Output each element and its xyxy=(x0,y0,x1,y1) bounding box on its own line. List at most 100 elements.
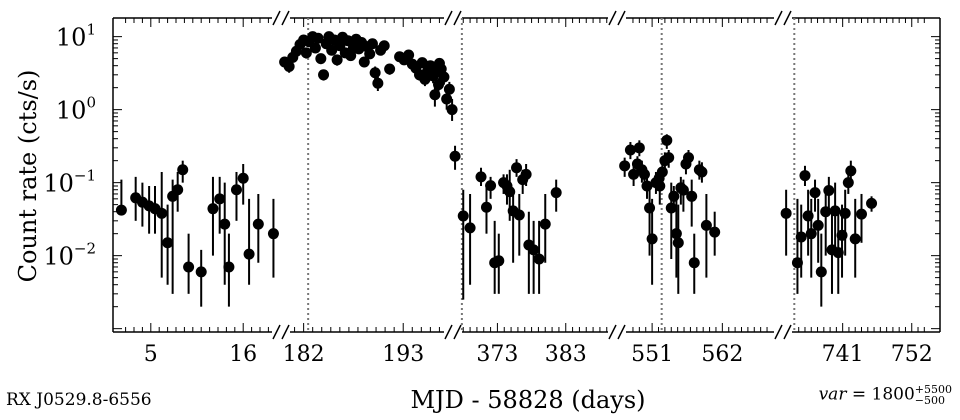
data-marker xyxy=(686,190,698,202)
data-point xyxy=(550,179,562,212)
data-marker xyxy=(207,203,219,215)
data-point xyxy=(449,145,461,170)
data-point xyxy=(438,70,450,85)
data-marker xyxy=(243,248,255,260)
data-point xyxy=(358,56,370,68)
data-marker xyxy=(661,134,673,146)
data-point xyxy=(672,204,684,294)
axis-break-slash xyxy=(774,10,783,26)
data-marker xyxy=(403,49,415,61)
data-marker xyxy=(464,222,476,234)
data-marker xyxy=(677,184,689,196)
data-point xyxy=(628,165,640,186)
x-axis-label: MJD - 58828 (days) xyxy=(410,386,645,414)
data-marker xyxy=(696,166,708,178)
data-point xyxy=(513,193,525,256)
axis-break-slash xyxy=(783,10,792,26)
data-point xyxy=(663,150,675,168)
data-marker xyxy=(214,193,226,205)
data-marker xyxy=(646,233,658,245)
data-point xyxy=(485,176,497,199)
data-marker xyxy=(485,180,497,192)
data-marker xyxy=(475,171,487,183)
data-marker xyxy=(177,164,189,176)
source-name: RX J0529.8-6556 xyxy=(6,390,152,410)
data-marker xyxy=(156,207,168,219)
data-point xyxy=(686,179,698,227)
data-marker xyxy=(511,162,523,174)
data-point xyxy=(528,220,540,294)
data-point xyxy=(433,57,445,70)
data-point xyxy=(633,140,645,157)
data-point xyxy=(809,179,821,212)
data-marker xyxy=(513,209,525,221)
data-marker xyxy=(331,54,343,66)
axis-break-gap xyxy=(608,15,626,21)
var-value: 1800 xyxy=(871,384,915,405)
data-point xyxy=(369,66,381,81)
data-point xyxy=(683,150,695,168)
x-tick-label: 752 xyxy=(891,342,933,367)
data-point xyxy=(446,98,458,121)
data-point xyxy=(709,211,721,256)
data-marker xyxy=(364,48,376,60)
data-marker xyxy=(624,144,636,156)
data-point xyxy=(167,179,179,294)
data-marker xyxy=(369,67,381,79)
data-marker xyxy=(237,172,249,184)
data-point xyxy=(849,198,861,278)
x-tick-label: 373 xyxy=(476,342,518,367)
y-tick-label: 100 xyxy=(56,94,96,125)
data-marker xyxy=(223,261,235,273)
x-tick-label: 562 xyxy=(701,342,743,367)
axis-break-gap xyxy=(774,329,792,335)
data-point xyxy=(533,220,545,294)
data-marker xyxy=(628,168,640,180)
data-point xyxy=(866,196,878,212)
data-marker xyxy=(550,187,562,199)
data-point xyxy=(624,142,636,160)
data-point xyxy=(661,134,673,149)
data-point xyxy=(696,162,708,183)
axis-break-slash xyxy=(272,10,281,26)
data-marker xyxy=(856,208,867,220)
data-marker xyxy=(633,142,645,154)
data-marker xyxy=(812,219,824,231)
data-point xyxy=(237,164,249,205)
data-marker xyxy=(183,261,195,273)
data-marker xyxy=(300,47,312,59)
data-point xyxy=(799,165,811,186)
axis-break-slash xyxy=(281,324,290,340)
data-point xyxy=(823,176,835,212)
data-point xyxy=(839,189,851,256)
data-point xyxy=(493,233,505,294)
data-marker xyxy=(309,42,321,54)
data-point xyxy=(223,233,235,307)
axis-break-slash xyxy=(774,324,783,340)
data-point xyxy=(283,60,295,73)
data-point xyxy=(646,198,658,285)
data-point xyxy=(331,54,343,66)
data-point xyxy=(403,49,415,61)
data-point xyxy=(856,193,867,243)
data-marker xyxy=(672,237,684,249)
axis-break-slash xyxy=(617,324,626,340)
data-marker xyxy=(668,190,680,202)
data-point xyxy=(832,211,844,294)
data-marker xyxy=(441,93,453,105)
var-plus: +5500 xyxy=(914,383,952,396)
data-marker xyxy=(172,184,184,196)
x-tick-label: 551 xyxy=(631,342,673,367)
var-errors: +5500 −500 xyxy=(915,384,952,406)
data-point xyxy=(156,171,168,278)
data-point xyxy=(429,86,441,107)
data-point xyxy=(252,193,264,263)
data-point xyxy=(677,179,689,212)
data-point xyxy=(207,176,219,256)
data-marker xyxy=(654,180,666,192)
data-point xyxy=(267,198,279,278)
data-marker xyxy=(438,71,450,83)
data-point xyxy=(384,63,396,75)
data-marker xyxy=(644,202,656,214)
data-point xyxy=(309,42,321,54)
